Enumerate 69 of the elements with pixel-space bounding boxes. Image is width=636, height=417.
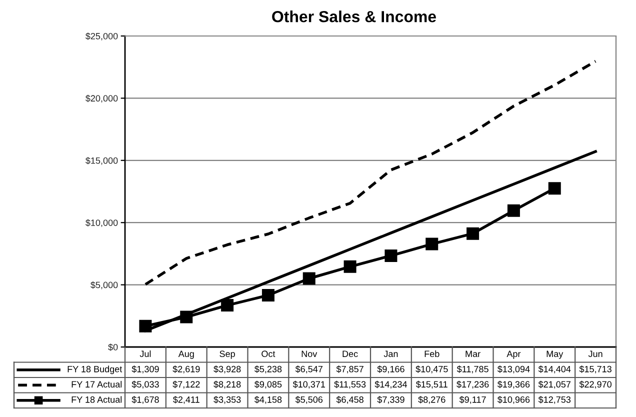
y-tick-label: $10,000 [86, 219, 118, 228]
data-label: $5,033 [132, 380, 159, 389]
point [180, 310, 193, 324]
data-label: $7,122 [172, 380, 200, 389]
data-label: $7,857 [336, 366, 364, 374]
data-label: $10,475 [416, 366, 448, 374]
legend-label: FY 18 Budget [68, 366, 122, 374]
x-tick-label: Oct [262, 350, 276, 358]
data-label: $1,309 [132, 366, 159, 374]
data-label: $14,234 [374, 380, 408, 389]
point [344, 260, 356, 273]
data-label: $1,678 [132, 396, 159, 404]
data-label: $9,085 [254, 380, 282, 389]
point [548, 182, 561, 195]
data-label: $10,966 [497, 396, 530, 404]
y-tick-label: $15,000 [86, 156, 118, 165]
data-label: $11,553 [334, 380, 366, 389]
y-tick-label: $25,000 [86, 32, 118, 40]
data-label: $19,366 [497, 380, 530, 389]
x-tick-label: Mar [466, 350, 480, 358]
point [262, 289, 274, 302]
data-label: $5,238 [254, 366, 282, 374]
x-tick-label: Apr [506, 350, 521, 359]
data-label: $13,094 [497, 366, 530, 374]
y-tick-label: $0 [108, 344, 118, 351]
data-label: $2,411 [173, 396, 200, 404]
point [507, 204, 520, 217]
data-label: $2,619 [172, 366, 200, 374]
x-tick-label: Jan [384, 350, 398, 358]
data-label: $21,057 [538, 380, 570, 389]
y-tick-label: $5,000 [90, 281, 118, 290]
data-label: $6,458 [336, 396, 364, 404]
data-label: $17,236 [456, 380, 489, 389]
data-label: $14,404 [538, 366, 571, 374]
data-label: $15,511 [416, 380, 448, 389]
x-tick-label: Dec [342, 350, 358, 358]
data-label: $15,713 [579, 366, 612, 374]
x-tick-label: Nov [302, 350, 318, 358]
data-label: $10,371 [292, 380, 326, 389]
data-label: $9,166 [377, 366, 404, 374]
y-tick-label: $20,000 [86, 94, 118, 103]
x-tick-label: Feb [424, 350, 440, 358]
x-tick-label: May [546, 350, 564, 359]
data-label: $4,158 [254, 396, 282, 404]
data-label: $7,339 [377, 396, 404, 404]
point [466, 227, 480, 240]
x-tick-label: Sep [220, 350, 235, 359]
x-tick-label: Aug [178, 350, 194, 359]
data-label: $8,218 [214, 380, 241, 389]
point [139, 320, 152, 332]
x-tick-label: Jul [140, 350, 151, 358]
data-label: $12,753 [538, 396, 571, 404]
chart-title: Other Sales & Income [272, 10, 436, 22]
data-label: $5,506 [295, 396, 323, 404]
data-label: $9,117 [459, 396, 486, 404]
point [302, 272, 316, 285]
data-label: $6,547 [295, 366, 322, 374]
data-label: $3,928 [214, 366, 241, 374]
line-series [144, 60, 597, 286]
data-label: $22,970 [579, 380, 612, 389]
legend-label: FY 17 Actual [72, 380, 122, 388]
point [384, 249, 398, 262]
x-tick-label: Jun [588, 350, 602, 358]
point [426, 238, 438, 250]
data-label: $8,276 [418, 396, 446, 404]
point [221, 299, 234, 312]
legend-label: FY 18 Actual [72, 396, 122, 403]
data-label: $11,785 [456, 366, 488, 374]
data-label: $3,353 [214, 396, 241, 404]
